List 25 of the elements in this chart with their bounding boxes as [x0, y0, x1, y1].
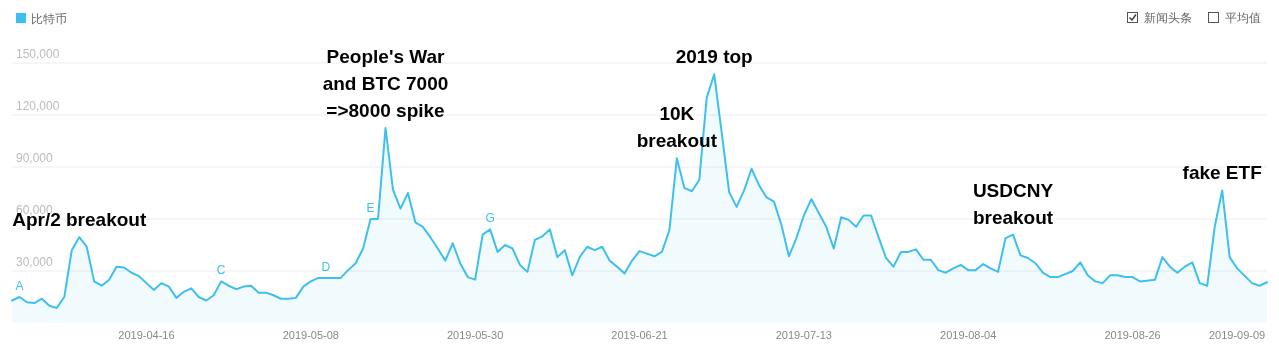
x-tick-label: 2019-05-08 [282, 329, 339, 341]
annotation: C [216, 263, 226, 278]
y-tick-label: 90,000 [16, 151, 54, 165]
annotation: D [321, 259, 331, 274]
checkbox: 新闻头条 [1127, 11, 1192, 25]
x-tick-label: 2019-05-30 [447, 329, 504, 341]
y-tick-label: 30,000 [16, 255, 54, 269]
x-tick-label: 2019-08-04 [940, 329, 997, 341]
x-tick-label: 2019-08-26 [1104, 329, 1161, 341]
x-tick-label: 2019-09-09 [1208, 329, 1266, 341]
y-tick-label: 120,000 [16, 99, 60, 113]
annotation: E [366, 201, 375, 215]
annotation: fake ETF [1182, 162, 1262, 184]
x-tick-label: 2019-04-16 [118, 329, 175, 341]
checkbox: 平均值 [1208, 11, 1261, 25]
annotation: 2019 top [675, 46, 753, 68]
x-tick-label: 2019-07-13 [775, 329, 832, 341]
annotation: USDCNY breakout [972, 179, 1054, 228]
legend: 比特币 [16, 11, 67, 26]
y-tick-label: 150,000 [16, 47, 60, 61]
annotation: A [15, 279, 24, 293]
legend-label: 比特币 [31, 11, 67, 26]
annotation: People's War and BTC 7000 =>8000 spike [322, 46, 449, 121]
annotation: G [485, 211, 495, 226]
x-tick-label: 2019-06-21 [611, 329, 668, 341]
